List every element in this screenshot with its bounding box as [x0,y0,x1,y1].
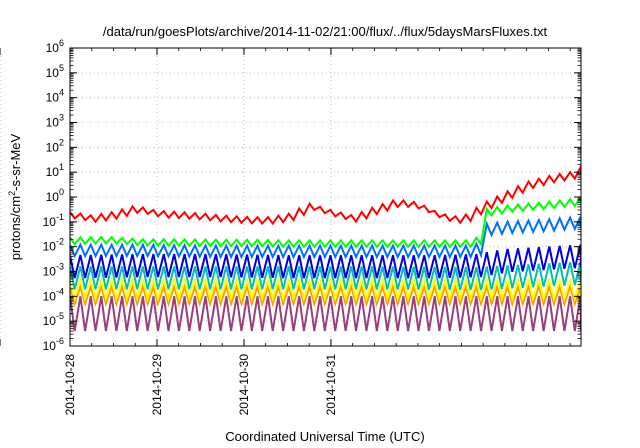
y-tick-base: 10 [46,190,60,204]
y-tick-exponent: -1 [56,212,64,222]
y-axis-label-main: protons/cm [8,196,23,260]
y-tick-exponent: 3 [59,113,64,123]
y-tick-base: 10 [46,116,60,130]
y-tick-label: 10-6 [43,336,64,353]
y-tick-base: 10 [46,66,60,80]
y-tick-base: 10 [43,339,57,353]
y-axis-label: protons/cm2-s-sr-MeV [7,133,23,260]
y-tick-exponent: 4 [59,88,64,98]
y-tick-base: 10 [46,41,60,55]
x-tick-label: 2014-10-30 [237,354,251,416]
y-tick-label: 106 [46,38,64,55]
series-line-2 [70,195,581,249]
y-tick-label: 101 [46,162,64,179]
y-tick-label: 102 [46,137,64,154]
x-tick-label: 2014-10-28 [63,354,77,416]
y-axis-label-superscript: 2 [7,191,17,196]
x-tick-label: 2014-10-29 [150,354,164,416]
y-tick-exponent: 2 [59,137,64,147]
x-axis-label: Coordinated Universal Time (UTC) [225,429,424,444]
chart-title: /data/run/goesPlots/archive/2014-11-02/2… [103,24,548,39]
y-tick-base: 10 [43,289,57,303]
series-line-6 [70,276,581,303]
y-tick-base: 10 [43,215,57,229]
y-tick-exponent: -5 [56,311,64,321]
y-tick-label: 103 [46,113,64,130]
y-tick-exponent: -4 [56,286,64,296]
y-tick-label: 10-5 [43,311,64,328]
y-tick-label: 105 [46,63,64,80]
series-line-3 [70,215,581,260]
y-tick-exponent: 5 [59,63,64,73]
series-line-8 [70,296,581,332]
y-tick-exponent: 1 [59,162,64,172]
x-tick-label: 2014-10-31 [324,354,338,416]
series-line-1 [70,164,581,226]
y-tick-label: 10-4 [43,286,64,303]
y-axis: 10-610-510-410-310-210-11001011021031041… [43,38,581,353]
series-line-5 [70,261,581,291]
y-tick-base: 10 [43,314,57,328]
y-tick-exponent: -6 [56,336,64,346]
grid [0,48,581,346]
series-layer [70,164,581,332]
y-tick-label: 10-1 [43,212,64,229]
plot-frame [69,47,582,347]
y-tick-exponent: -2 [56,237,64,247]
y-tick-label: 10-2 [43,237,64,254]
y-tick-label: 100 [46,187,64,204]
y-tick-base: 10 [46,91,60,105]
y-tick-exponent: -3 [56,262,64,272]
y-tick-base: 10 [43,265,57,279]
y-tick-label: 104 [46,88,64,105]
y-tick-exponent: 0 [59,187,64,197]
y-tick-exponent: 6 [59,38,64,48]
y-tick-base: 10 [46,165,60,179]
y-axis-label-rest: -s-sr-MeV [8,133,23,190]
series-line-7 [70,283,581,308]
y-tick-label: 10-3 [43,262,64,279]
y-tick-base: 10 [46,140,60,154]
y-tick-base: 10 [43,240,57,254]
series-line-4 [70,244,581,279]
